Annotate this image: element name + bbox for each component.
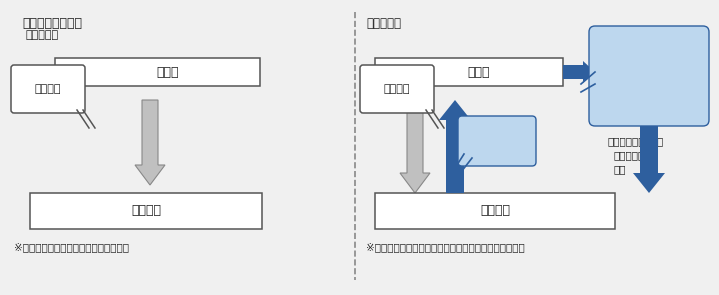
Text: （＊）: （＊） xyxy=(640,97,659,107)
FancyBboxPatch shape xyxy=(458,116,536,166)
FancyBboxPatch shape xyxy=(30,193,262,229)
FancyBboxPatch shape xyxy=(375,193,615,229)
Text: 求め: 求め xyxy=(490,147,503,157)
Text: ※　行政指導が法律・条例に適合しないと考えるとき。: ※ 行政指導が法律・条例に適合しないと考えるとき。 xyxy=(366,242,525,252)
Text: 行政指導: 行政指導 xyxy=(35,84,61,94)
Text: ※　行政指導の中止等を求める手続なし: ※ 行政指導の中止等を求める手続なし xyxy=(14,242,129,252)
FancyBboxPatch shape xyxy=(375,58,563,86)
Text: 事業者等: 事業者等 xyxy=(131,204,161,217)
Text: 調査の実施: 調査の実施 xyxy=(633,49,666,59)
FancyArrow shape xyxy=(400,112,430,193)
Text: （＊）要件に適合し: （＊）要件に適合し xyxy=(608,136,664,146)
Text: 行政指導: 行政指導 xyxy=(384,84,411,94)
Text: 【中止等の求め】: 【中止等の求め】 xyxy=(22,17,82,30)
FancyArrow shape xyxy=(439,100,471,193)
Text: （改正前）: （改正前） xyxy=(26,30,59,40)
Text: とき: とき xyxy=(614,164,626,174)
Text: ないと認める: ないと認める xyxy=(614,150,651,160)
FancyArrow shape xyxy=(633,122,665,193)
FancyBboxPatch shape xyxy=(360,65,434,113)
Text: ＋: ＋ xyxy=(646,65,652,75)
FancyBboxPatch shape xyxy=(589,26,709,126)
Text: 中止等の: 中止等の xyxy=(484,134,510,144)
Text: 練马区: 練马区 xyxy=(468,65,490,78)
FancyArrow shape xyxy=(135,100,165,185)
Text: 事業者等: 事業者等 xyxy=(480,204,510,217)
Text: （改正後）: （改正後） xyxy=(366,17,401,30)
FancyArrow shape xyxy=(563,61,595,83)
Text: 中止等の措置: 中止等の措置 xyxy=(629,81,669,91)
FancyBboxPatch shape xyxy=(11,65,85,113)
FancyBboxPatch shape xyxy=(55,58,260,86)
Text: 練马区: 練马区 xyxy=(156,65,179,78)
